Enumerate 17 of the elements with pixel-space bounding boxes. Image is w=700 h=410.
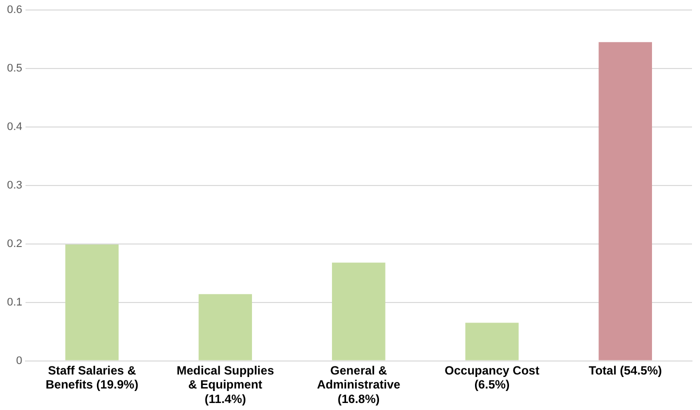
y-tick-label: 0.4 xyxy=(6,120,22,133)
bar xyxy=(332,262,386,360)
y-tick-label: 0.2 xyxy=(6,238,22,250)
x-tick-label: Total (54.5%) xyxy=(588,363,662,378)
y-tick-label: 0.6 xyxy=(6,4,22,16)
y-tick-label: 0.5 xyxy=(6,62,22,74)
bar xyxy=(465,322,519,360)
y-tick-label: 0.1 xyxy=(6,296,22,308)
bar xyxy=(198,294,252,360)
x-tick-label: General & Administrative (16.8%) xyxy=(316,363,401,406)
y-tick-label: 0 xyxy=(16,354,22,367)
y-tick-label: 0.3 xyxy=(6,179,22,192)
bar xyxy=(65,244,119,360)
x-tick-label: Medical Supplies & Equipment (11.4%) xyxy=(176,363,274,406)
bar xyxy=(598,42,652,360)
x-tick-label: Occupancy Cost (6.5%) xyxy=(444,363,540,392)
x-tick-label: Staff Salaries & Benefits (19.9%) xyxy=(46,363,138,392)
